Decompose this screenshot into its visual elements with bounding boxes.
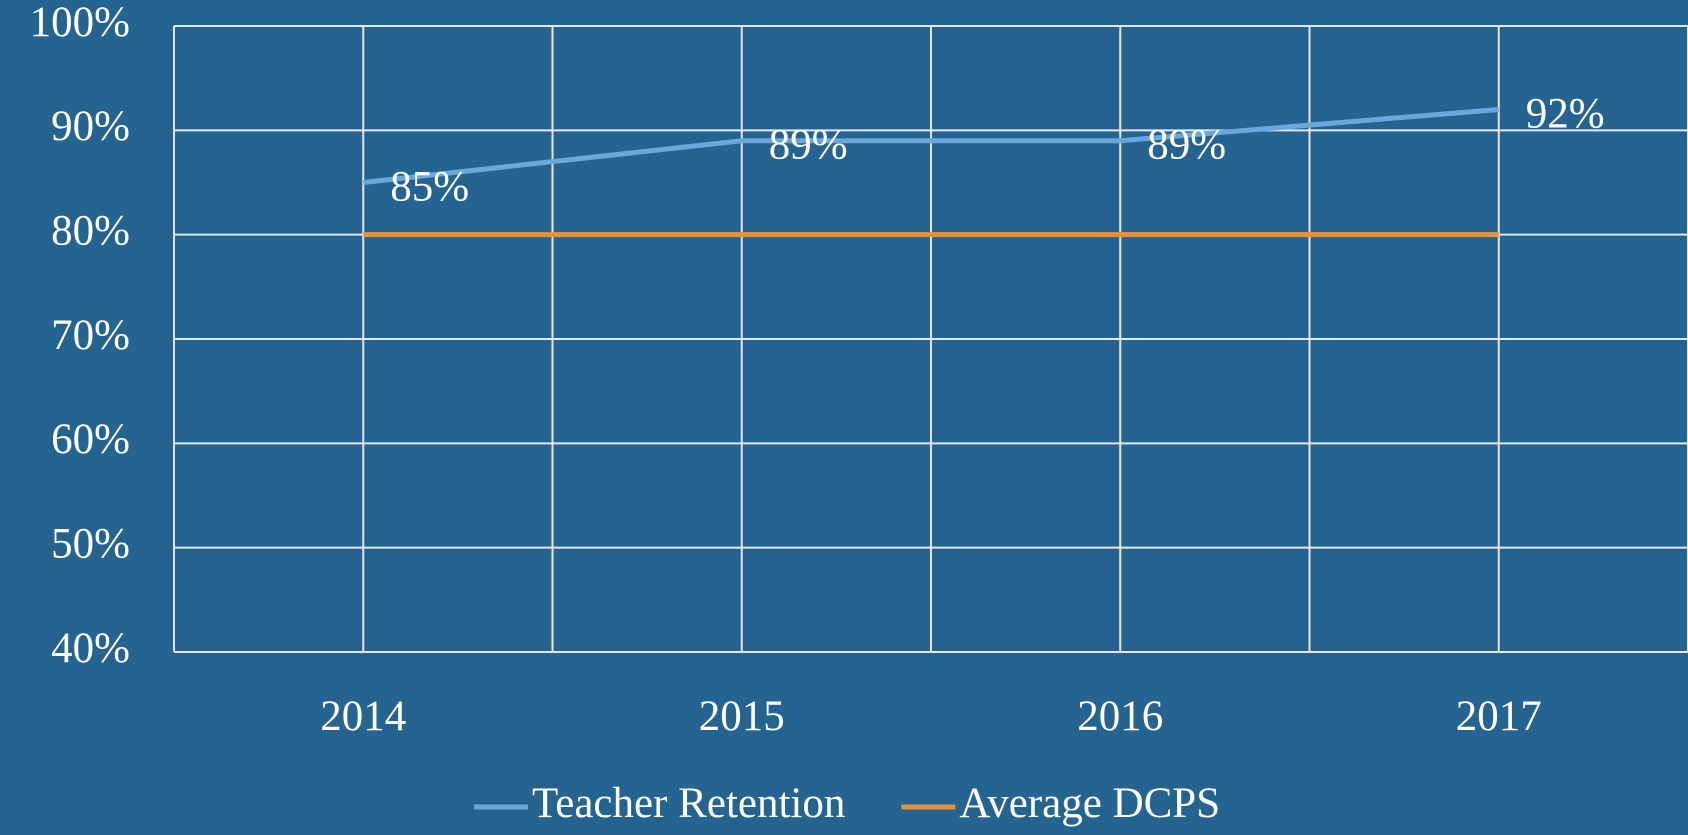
y-tick-label: 50% — [51, 521, 130, 568]
x-tick-label: 2014 — [320, 693, 406, 740]
x-tick-label: 2017 — [1456, 693, 1542, 740]
y-tick-label: 100% — [30, 0, 130, 46]
x-tick-label: 2015 — [699, 693, 785, 740]
legend-label: Average DCPS — [959, 780, 1220, 827]
data-label: 89% — [1147, 122, 1226, 169]
y-tick-label: 40% — [51, 625, 130, 672]
y-tick-label: 80% — [51, 208, 130, 255]
y-tick-label: 60% — [51, 416, 130, 463]
x-tick-label: 2016 — [1077, 693, 1163, 740]
legend-label: Teacher Retention — [532, 780, 845, 827]
data-line — [362, 106, 1499, 185]
data-label: 89% — [769, 122, 848, 169]
data-label: 92% — [1526, 90, 1605, 137]
y-tick-label: 90% — [51, 103, 130, 150]
data-label: 85% — [390, 163, 469, 210]
y-tick-label: 70% — [51, 312, 130, 359]
